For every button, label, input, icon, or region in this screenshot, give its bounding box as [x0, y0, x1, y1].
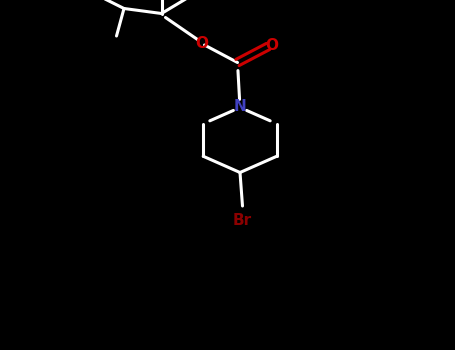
Text: N: N [233, 99, 246, 114]
Text: O: O [265, 37, 278, 52]
Text: O: O [195, 36, 208, 51]
Text: Br: Br [233, 214, 252, 229]
